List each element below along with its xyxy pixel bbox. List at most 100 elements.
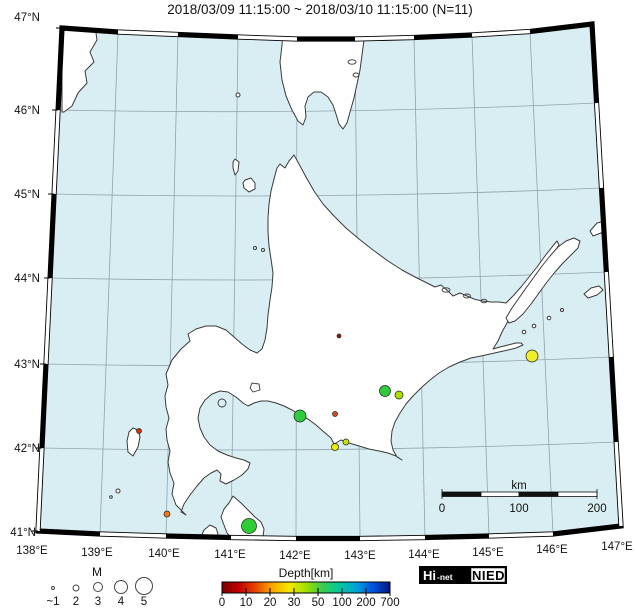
lat-label-43n: 43°N [14, 359, 40, 371]
lon-label-145e: 145°E [472, 547, 504, 559]
islet-teuri [253, 246, 257, 250]
distance-scalebar: km 0 100 200 [439, 480, 607, 515]
islet-yagishiri [261, 248, 265, 252]
map-title: 2018/03/09 11:15:00 ~ 2018/03/10 11:15:0… [167, 2, 473, 17]
quake-marker-1 [336, 333, 342, 339]
scalebar-seg-4 [557, 491, 598, 497]
lon-label-141e: 141°E [214, 549, 246, 561]
quake-marker-6 [342, 438, 350, 446]
lake-sakhalin-2 [352, 72, 360, 78]
m1-symbol [51, 586, 55, 590]
m1-label: ~1 [46, 596, 59, 608]
depth-tick-0: 0 [219, 597, 225, 609]
m4-symbol [114, 580, 128, 594]
lake-shikotsu [249, 382, 261, 393]
grid-line [590, 23, 599, 104]
grid-line [36, 447, 44, 532]
grid-line [165, 34, 179, 537]
lon-label-146e: 146°E [536, 544, 568, 556]
lake-toya [217, 398, 227, 408]
grid-line [609, 356, 618, 443]
lat-label-44n: 44°N [14, 273, 40, 285]
quake-marker-11 [241, 518, 257, 534]
latitude-labels: 47°N 46°N 45°N 44°N 43°N 42°N 41°N [10, 12, 40, 539]
grid-line [424, 534, 490, 540]
scalebar-seg-2 [480, 491, 520, 497]
coast-kunashiri-island [505, 237, 581, 324]
lat-label-45n: 45°N [14, 189, 40, 201]
grid-line [56, 27, 64, 111]
scalebar-unit: km [511, 480, 526, 492]
grid-line [599, 187, 609, 273]
lake-sakhalin-1 [347, 59, 357, 65]
lat-label-46n: 46°N [14, 105, 40, 117]
grid-line [230, 535, 297, 541]
longitude-labels: 138°E 139°E 140°E 141°E 142°E 143°E 144°… [16, 541, 633, 562]
grid-line [44, 277, 52, 365]
magnitude-legend-title: M [92, 565, 102, 579]
grid-line [41, 441, 617, 451]
m5-label: 5 [141, 596, 147, 608]
coast-rebun-island [232, 158, 240, 176]
grid-line [594, 102, 604, 189]
lon-label-140e: 140°E [148, 548, 180, 560]
grid-line [99, 31, 119, 535]
grid-line [40, 363, 48, 449]
lat-label-42n: 42°N [14, 443, 40, 455]
grid-line [604, 271, 613, 358]
quake-marker-8 [525, 349, 539, 363]
quake-marker-3 [394, 390, 404, 400]
logo-net-text: -net [437, 572, 453, 582]
quake-markers [136, 333, 539, 534]
grid-line [230, 36, 239, 538]
grid-line [99, 532, 167, 538]
grid-line [61, 26, 119, 34]
islet-habomai-2 [531, 323, 537, 329]
m3-label: 3 [95, 596, 101, 608]
grid-line [165, 534, 232, 540]
grid-line [354, 35, 415, 41]
scalebar-tick-0: 0 [439, 503, 445, 515]
grid-line [413, 33, 473, 40]
m3-symbol [93, 582, 103, 592]
hinet-nied-logo: Hi -net NIED [419, 566, 507, 584]
lagoon-saroma [441, 287, 451, 293]
grid-line [48, 193, 56, 279]
grid-line [177, 32, 239, 39]
islet-matsumae-oshima [115, 488, 121, 494]
logo-nied-box [469, 566, 507, 584]
map-frame [32, 21, 624, 542]
grid-line [471, 29, 531, 37]
magnitude-legend: M ~1 2 3 4 5 [46, 565, 153, 608]
grid-line [488, 532, 554, 538]
lon-label-142e: 142°E [279, 550, 311, 562]
lon-label-138e: 138°E [16, 545, 48, 557]
m2-label: 2 [73, 596, 79, 608]
coast-shikotan-island [583, 285, 604, 299]
depth-tick-labels: 0 10 20 30 50 100 200 700 [219, 597, 400, 609]
lagoon-notoro [463, 293, 471, 299]
grid-line [359, 535, 426, 541]
islet-matsumae-kojima [109, 495, 113, 499]
m2-symbol [72, 584, 80, 592]
scalebar-seg-1 [441, 491, 482, 497]
grid-line [37, 529, 101, 536]
grid-line [117, 30, 179, 37]
m4-label: 4 [118, 596, 125, 608]
lat-label-41n: 41°N [10, 527, 36, 539]
depth-colorbar-ticks [221, 588, 391, 596]
lagoon-abashiri [480, 298, 488, 304]
coast-russia-mainland [61, 25, 98, 113]
scalebar-tick-100: 100 [509, 503, 528, 515]
lon-label-139e: 139°E [81, 547, 113, 559]
islet-habomai-1 [521, 329, 527, 335]
grid-line [58, 102, 597, 113]
grid-line [52, 109, 60, 195]
coast-rishiri-island [242, 177, 256, 193]
quake-marker-2 [379, 385, 391, 397]
depth-tick-10: 10 [240, 597, 253, 609]
quake-marker-5 [332, 411, 338, 417]
quake-marker-4 [293, 409, 307, 423]
